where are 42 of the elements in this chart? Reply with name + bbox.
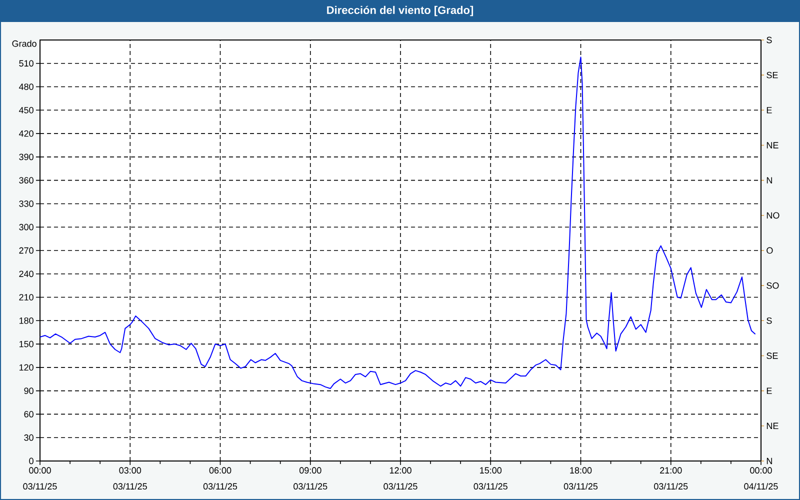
chart-title: Dirección del viento [Grado]	[327, 6, 474, 16]
y-tick-label: 0	[29, 458, 34, 464]
x-tick-label: 12:00 03/11/25	[384, 467, 418, 490]
y-tick-label: 510	[19, 60, 34, 67]
x-tick-label: 00:00 04/11/25	[744, 467, 778, 490]
y-tick-label: 30	[24, 434, 34, 441]
category-label: NE	[766, 422, 778, 430]
y-tick-label: 360	[19, 177, 34, 184]
category-label: SE	[766, 72, 778, 78]
y-tick-label: 270	[19, 247, 34, 254]
x-tick-label: 03:00 03/11/25	[113, 467, 147, 490]
y-axis-title: Grado	[12, 40, 36, 47]
x-tick-label: 15:00 03/11/25	[474, 467, 508, 490]
category-label: N	[766, 177, 772, 184]
category-label: O	[766, 247, 773, 254]
y-tick-label: 420	[19, 130, 34, 137]
y-tick-label: 150	[19, 340, 34, 348]
y-tick-label: 330	[19, 200, 34, 207]
y-tick-label: 450	[19, 106, 34, 114]
y-tick-label: 90	[24, 388, 34, 394]
y-tick-label: 240	[19, 270, 34, 278]
x-tick-label: 00:00 03/11/25	[23, 467, 57, 490]
category-label: S	[766, 317, 772, 324]
y-tick-label: 180	[19, 317, 34, 324]
category-label: SO	[766, 282, 779, 289]
category-label: NE	[766, 142, 778, 148]
y-tick-label: 300	[19, 224, 34, 230]
y-tick-label: 210	[19, 294, 34, 300]
category-label: E	[766, 388, 772, 394]
y-tick-label: 60	[24, 411, 34, 418]
y-tick-label: 390	[19, 154, 34, 160]
x-tick-label: 18:00 03/11/25	[564, 467, 598, 490]
category-label: NO	[766, 212, 780, 219]
y-tick-label: 120	[19, 364, 34, 371]
category-label: N	[766, 458, 772, 464]
x-tick-label: 06:00 03/11/25	[203, 467, 238, 490]
y-tick-label: 480	[19, 84, 34, 90]
category-label: SE	[766, 352, 778, 359]
x-tick-label: 21:00 03/11/25	[654, 467, 688, 490]
x-tick-label: 09:00 03/11/25	[294, 467, 328, 490]
category-label: E	[766, 107, 772, 114]
category-label: S	[766, 36, 772, 44]
